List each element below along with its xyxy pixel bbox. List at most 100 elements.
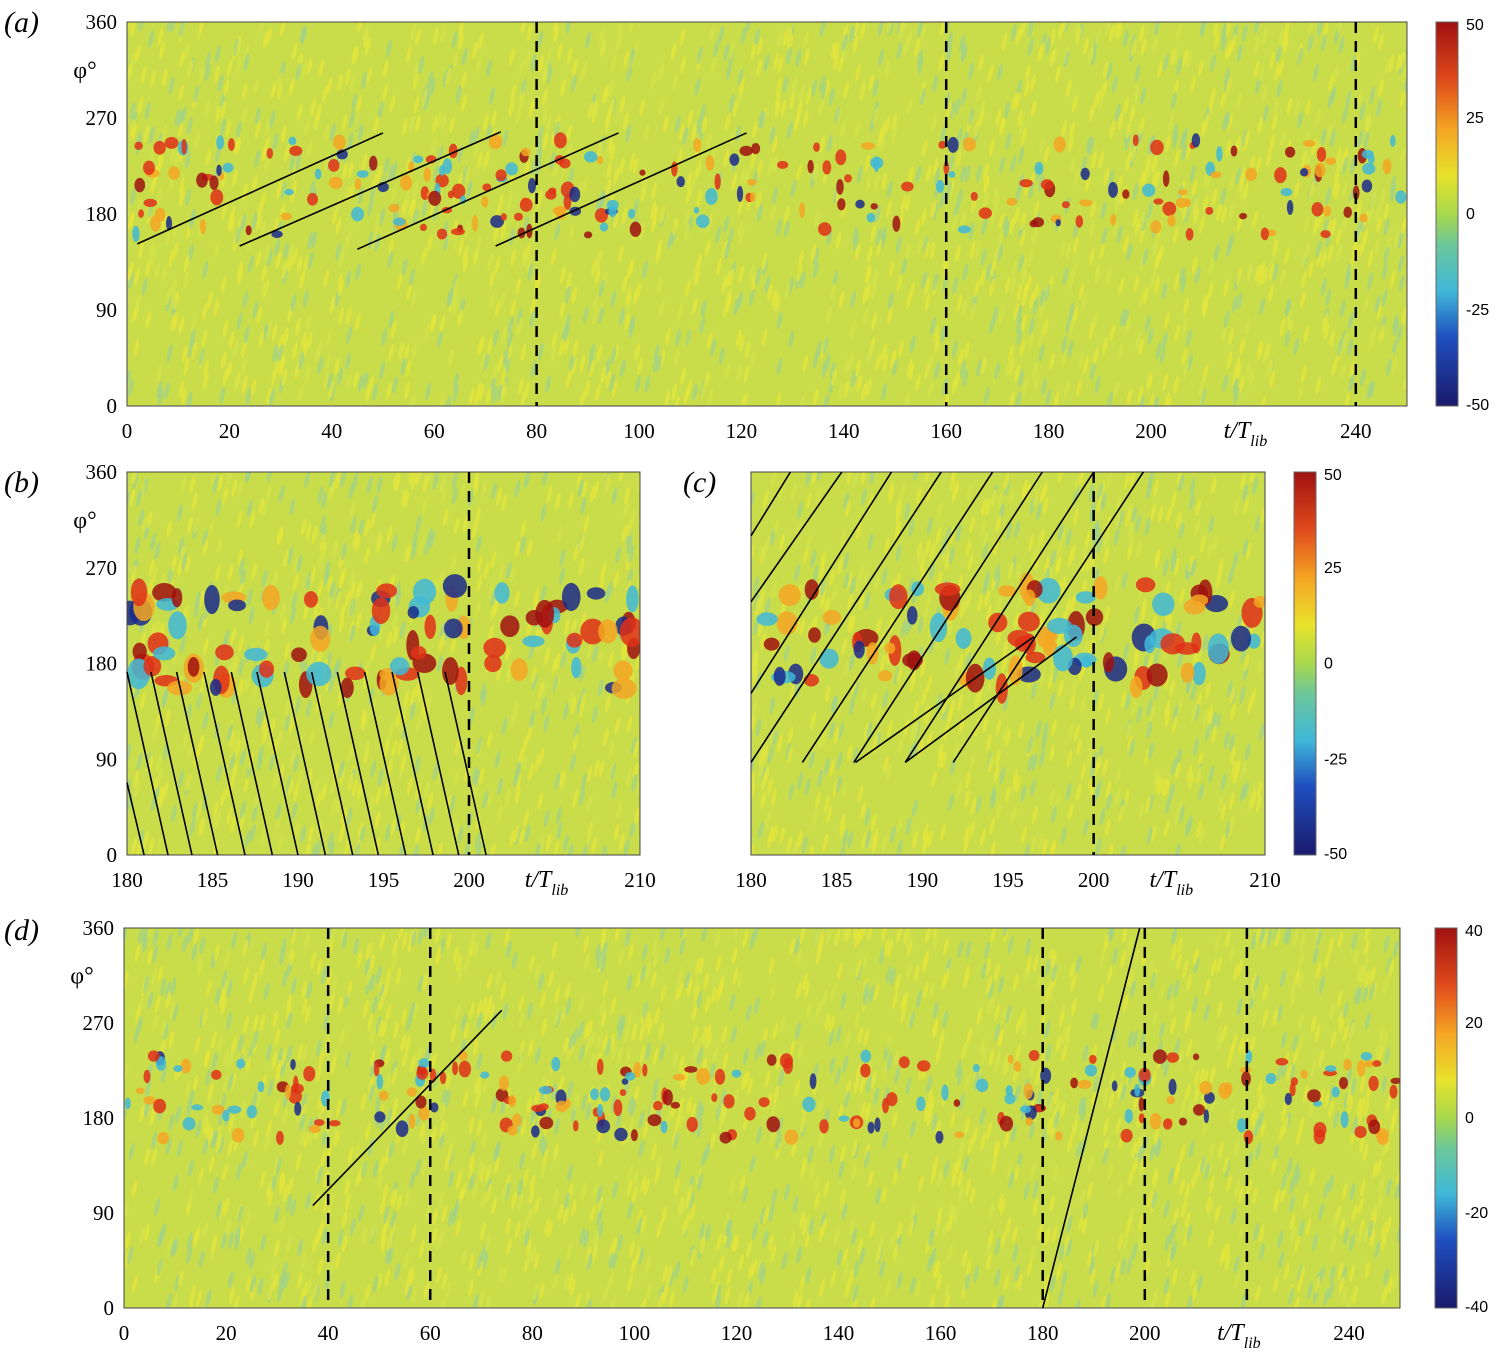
y-tick-label: 360 bbox=[86, 460, 118, 484]
y-tick-label: 90 bbox=[96, 298, 117, 322]
x-axis-label: t/Tlib bbox=[1224, 418, 1268, 450]
trend-line bbox=[495, 132, 747, 247]
trend-line bbox=[853, 471, 1043, 763]
x-tick-label: 100 bbox=[619, 1321, 651, 1345]
trend-line bbox=[855, 636, 1035, 764]
trend-line bbox=[750, 471, 843, 603]
heatmap-field bbox=[127, 472, 640, 855]
y-tick-label: 0 bbox=[104, 1296, 115, 1320]
colorbar bbox=[1435, 21, 1459, 407]
x-tick-label: 120 bbox=[726, 419, 758, 443]
y-tick-label: 0 bbox=[107, 394, 118, 418]
x-tick-label: 160 bbox=[925, 1321, 957, 1345]
x-axis-label: t/Tlib bbox=[1217, 1320, 1261, 1352]
trend-line bbox=[136, 132, 384, 245]
x-tick-label: 240 bbox=[1333, 1321, 1365, 1345]
panel-c: 180 185 190 195 200 210 t/Tlib (c) 50 25 0 -25 -50 bbox=[683, 466, 1347, 899]
trend-line bbox=[239, 131, 502, 247]
trend-line bbox=[203, 671, 246, 856]
x-tick-label: 190 bbox=[907, 868, 939, 892]
heatmap-field bbox=[751, 472, 1265, 855]
y-tick-label: 90 bbox=[93, 1201, 114, 1225]
y-tick-label: 360 bbox=[86, 10, 118, 34]
x-tick-label: 0 bbox=[119, 1321, 130, 1345]
x-tick-label: 185 bbox=[197, 868, 229, 892]
x-tick-label: 200 bbox=[1135, 419, 1167, 443]
panel-label: (b) bbox=[4, 466, 39, 499]
x-tick-label: 180 bbox=[111, 868, 143, 892]
colorbar-tick-label: 50 bbox=[1466, 17, 1484, 34]
x-tick-label: 200 bbox=[1078, 868, 1110, 892]
y-tick-label: 180 bbox=[86, 202, 118, 226]
colorbar-tick-label: -25 bbox=[1324, 751, 1347, 768]
x-tick-label: 240 bbox=[1340, 419, 1372, 443]
trend-line bbox=[444, 671, 487, 856]
colorbar-tick-label: 0 bbox=[1324, 656, 1333, 673]
y-axis-label: φ° bbox=[73, 508, 96, 534]
trend-line bbox=[952, 471, 1145, 763]
trend-line bbox=[256, 671, 299, 856]
panel-label: (d) bbox=[4, 914, 39, 947]
y-tick-label: 180 bbox=[86, 652, 118, 676]
x-tick-label: 190 bbox=[282, 868, 314, 892]
y-axis-label: φ° bbox=[70, 964, 93, 990]
x-tick-label: 180 bbox=[1027, 1321, 1059, 1345]
colorbar-tick-label: -25 bbox=[1466, 302, 1489, 319]
y-axis-label: φ° bbox=[73, 58, 96, 84]
x-tick-label: 180 bbox=[1033, 419, 1065, 443]
trend-line bbox=[904, 471, 1095, 763]
y-tick-label: 360 bbox=[83, 916, 115, 940]
panel-label: (c) bbox=[683, 466, 716, 499]
x-axis-label: t/Tlib bbox=[1150, 867, 1194, 899]
trend-line bbox=[904, 636, 1078, 764]
x-tick-label: 200 bbox=[1129, 1321, 1161, 1345]
trend-line bbox=[750, 471, 942, 763]
x-tick-label: 120 bbox=[721, 1321, 753, 1345]
colorbar-tick-label: -50 bbox=[1324, 846, 1347, 863]
y-tick-label: 270 bbox=[86, 556, 118, 580]
x-tick-label: 40 bbox=[321, 419, 342, 443]
x-tick-label: 195 bbox=[368, 868, 400, 892]
y-tick-label: 270 bbox=[83, 1011, 115, 1035]
colorbar-tick-label: -40 bbox=[1465, 1299, 1488, 1316]
trend-line bbox=[175, 671, 219, 856]
colorbar bbox=[1293, 471, 1317, 856]
trend-line bbox=[150, 671, 193, 856]
x-tick-label: 20 bbox=[216, 1321, 237, 1345]
y-tick-label: 180 bbox=[83, 1106, 115, 1130]
trend-line bbox=[336, 671, 380, 856]
y-tick-label: 90 bbox=[96, 747, 117, 771]
trend-line bbox=[363, 671, 407, 856]
x-tick-label: 140 bbox=[823, 1321, 855, 1345]
x-tick-label: 0 bbox=[122, 419, 133, 443]
colorbar bbox=[1434, 927, 1458, 1309]
colorbar-tick-label: 0 bbox=[1465, 1110, 1474, 1127]
y-tick-label: 270 bbox=[86, 106, 118, 130]
x-tick-label: 80 bbox=[522, 1321, 543, 1345]
x-tick-label: 195 bbox=[992, 868, 1024, 892]
trend-line bbox=[126, 782, 145, 856]
x-tick-label: 180 bbox=[735, 868, 767, 892]
colorbar-tick-label: -20 bbox=[1465, 1205, 1488, 1222]
x-tick-label: 210 bbox=[1249, 868, 1281, 892]
trend-line bbox=[750, 471, 893, 694]
x-axis-label: t/Tlib bbox=[525, 867, 569, 899]
x-tick-label: 160 bbox=[930, 419, 962, 443]
colorbar-tick-label: 25 bbox=[1324, 560, 1342, 577]
trend-line bbox=[126, 671, 169, 856]
x-tick-label: 200 bbox=[453, 868, 485, 892]
trend-line bbox=[750, 471, 792, 537]
colorbar-tick-label: 50 bbox=[1324, 467, 1342, 484]
heatmap-field bbox=[124, 928, 1400, 1308]
trend-line bbox=[1041, 927, 1141, 1309]
colorbar-tick-label: 0 bbox=[1466, 206, 1475, 223]
x-tick-label: 40 bbox=[318, 1321, 339, 1345]
trend-line bbox=[357, 132, 619, 250]
panel-b: 0 90 180 270 360 180 185 190 195 200 210 φ° t/Tlib (b… bbox=[4, 460, 656, 899]
colorbar-tick-label: 20 bbox=[1465, 1015, 1483, 1032]
x-tick-label: 185 bbox=[821, 868, 853, 892]
trend-line bbox=[801, 471, 994, 763]
panel-a: 0 90 180 270 360 0 20 40 60 80 100 120 140 160 180 200 2… bbox=[4, 6, 1489, 450]
